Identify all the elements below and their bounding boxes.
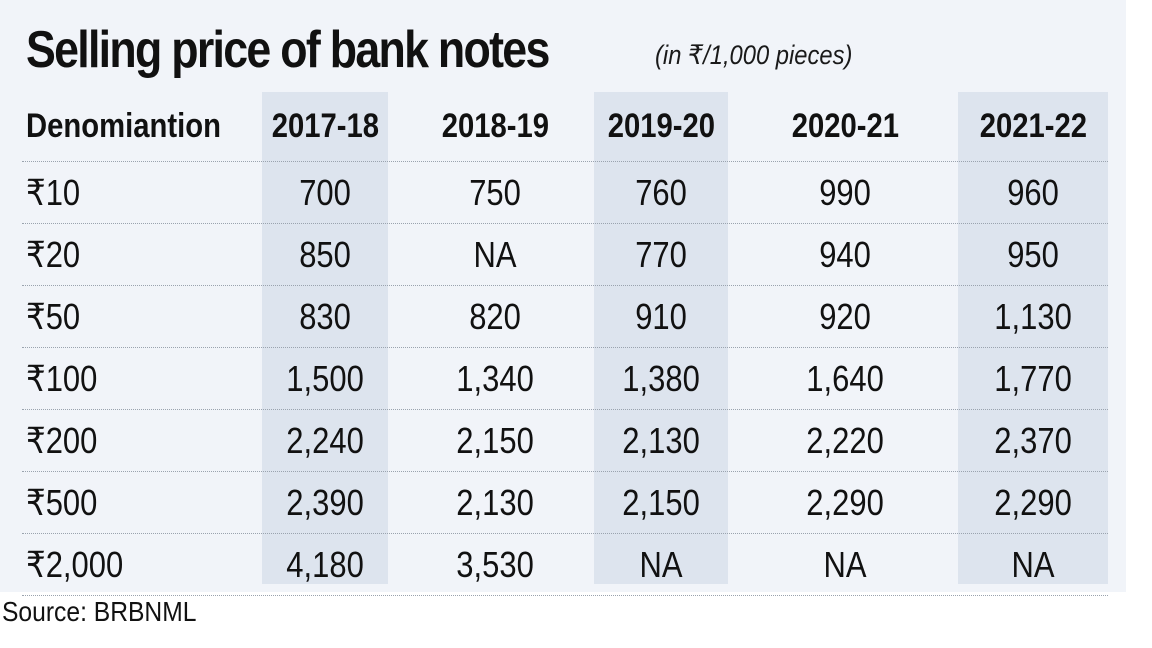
price-table: Denomiantion 2017-18 2018-19 2019-20 202…	[22, 92, 1108, 596]
value-cell: 2,290	[994, 481, 1072, 523]
value-cell: 830	[299, 295, 351, 337]
table-row: ₹50 830 820 910 920 1,130	[22, 286, 1108, 348]
row-label: ₹2,000	[26, 543, 124, 585]
value-cell: 4,180	[286, 543, 364, 585]
table-card: Selling price of bank notes (in ₹/1,000 …	[0, 0, 1126, 596]
value-cell: NA	[1011, 543, 1055, 585]
value-cell: 2,150	[456, 419, 534, 461]
value-cell: 1,130	[994, 295, 1072, 337]
table-row: ₹500 2,390 2,130 2,150 2,290 2,290	[22, 472, 1108, 534]
value-cell: 1,770	[994, 357, 1072, 399]
header-cell-2021-22: 2021-22	[979, 107, 1087, 145]
value-cell: 960	[1007, 171, 1059, 213]
value-cell: 910	[635, 295, 687, 337]
header-cell-2020-21: 2020-21	[791, 107, 899, 145]
value-cell: 940	[819, 233, 871, 275]
value-cell: 770	[635, 233, 687, 275]
value-cell: 2,290	[806, 481, 884, 523]
value-cell: 2,370	[994, 419, 1072, 461]
header-cell-2017-18: 2017-18	[271, 107, 379, 145]
value-cell: 760	[635, 171, 687, 213]
value-cell: 3,530	[456, 543, 534, 585]
row-label: ₹50	[26, 295, 81, 337]
header-cell-2019-20: 2019-20	[607, 107, 715, 145]
value-cell: 2,130	[456, 481, 534, 523]
value-cell: 2,220	[806, 419, 884, 461]
row-label: ₹10	[26, 171, 81, 213]
row-label: ₹500	[26, 481, 98, 523]
table-row: ₹2,000 4,180 3,530 NA NA NA	[22, 534, 1108, 596]
chart-subtitle: (in ₹/1,000 pieces)	[655, 40, 853, 70]
value-cell: 750	[469, 171, 521, 213]
value-cell: NA	[639, 543, 683, 585]
value-cell: 920	[819, 295, 871, 337]
source-note: Source: BRBNML	[2, 596, 197, 627]
chart-title: Selling price of bank notes	[26, 21, 550, 79]
value-cell: 2,150	[622, 481, 700, 523]
value-cell: 950	[1007, 233, 1059, 275]
value-cell: 2,240	[286, 419, 364, 461]
table-row: ₹200 2,240 2,150 2,130 2,220 2,370	[22, 410, 1108, 472]
value-cell: 1,640	[806, 357, 884, 399]
value-cell: 820	[469, 295, 521, 337]
value-cell: 700	[299, 171, 351, 213]
value-cell: 2,130	[622, 419, 700, 461]
column-band-2021-22	[958, 92, 1108, 584]
header-cell-2018-19: 2018-19	[441, 107, 549, 145]
table-row: ₹10 700 750 760 990 960	[22, 162, 1108, 224]
value-cell: 990	[819, 171, 871, 213]
value-cell: NA	[473, 233, 517, 275]
column-band-2017-18	[262, 92, 388, 584]
value-cell: 1,380	[622, 357, 700, 399]
value-cell: 850	[299, 233, 351, 275]
table-row: ₹20 850 NA 770 940 950	[22, 224, 1108, 286]
value-cell: 1,340	[456, 357, 534, 399]
row-label: ₹100	[26, 357, 98, 399]
value-cell: NA	[823, 543, 867, 585]
table-header-row: Denomiantion 2017-18 2018-19 2019-20 202…	[22, 92, 1108, 162]
header-cell-denomination: Denomiantion	[26, 107, 221, 145]
value-cell: 2,390	[286, 481, 364, 523]
value-cell: 1,500	[286, 357, 364, 399]
row-label: ₹20	[26, 233, 81, 275]
column-band-2019-20	[594, 92, 728, 584]
row-label: ₹200	[26, 419, 98, 461]
table-row: ₹100 1,500 1,340 1,380 1,640 1,770	[22, 348, 1108, 410]
